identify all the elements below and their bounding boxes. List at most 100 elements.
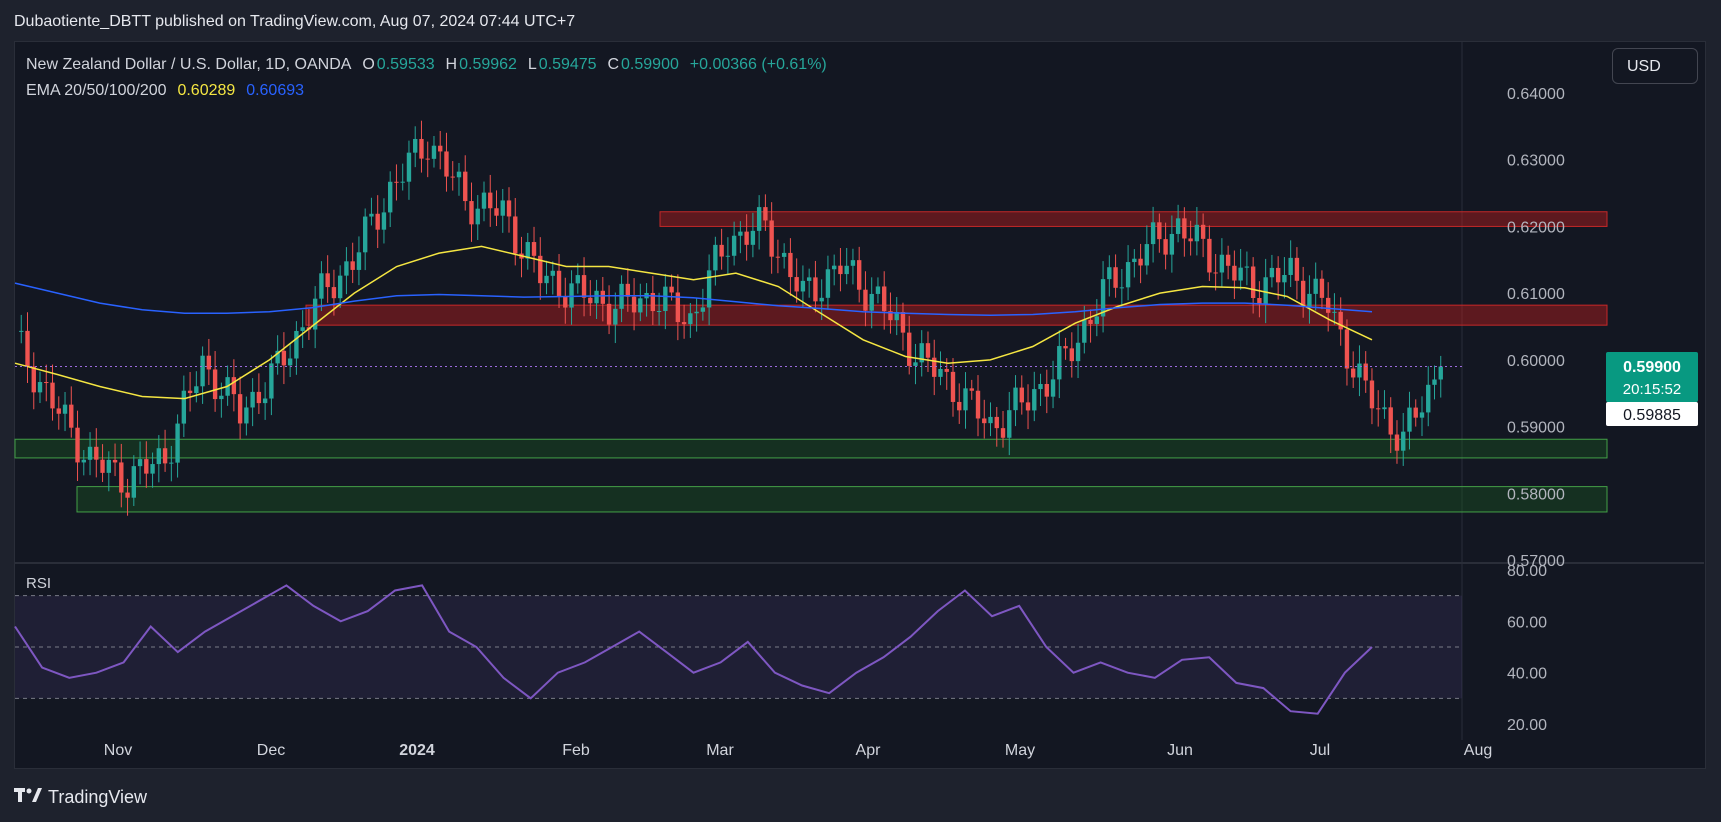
symbol-title[interactable]: New Zealand Dollar / U.S. Dollar, 1D, OA…: [26, 56, 352, 73]
candle-down: [794, 277, 799, 292]
candle-down: [94, 446, 99, 460]
candle-down: [1363, 363, 1368, 381]
currency-button[interactable]: USD: [1612, 48, 1698, 84]
candle-down: [788, 252, 793, 278]
candle-down: [982, 418, 987, 424]
candle-down: [969, 388, 974, 391]
pane-dividers: [15, 42, 1704, 740]
candle-down: [206, 355, 212, 370]
candle-up: [738, 231, 743, 236]
candle-up: [194, 386, 199, 394]
candle-down: [125, 492, 130, 498]
candle-down: [744, 231, 749, 245]
candle-up: [706, 270, 712, 308]
candle-down: [1275, 267, 1281, 283]
candle-up: [913, 362, 918, 366]
candle-up: [656, 311, 662, 313]
candle-up: [344, 261, 349, 276]
candle-up: [1244, 266, 1250, 268]
price-tick-label: 0.62000: [1507, 219, 1565, 236]
candle-down: [488, 192, 493, 209]
candle-up: [1038, 383, 1043, 390]
high-value: 0.59962: [459, 56, 517, 73]
candle-up: [800, 280, 806, 292]
candle-up: [287, 358, 293, 366]
prev-close-tag: [1606, 402, 1698, 426]
candle-up: [781, 252, 787, 257]
candle-up: [1313, 278, 1318, 294]
candle-up: [369, 213, 374, 217]
candle-down: [1257, 298, 1262, 305]
candle-up: [400, 181, 405, 183]
candle-up: [312, 298, 318, 330]
candle-up: [1013, 387, 1018, 411]
candle-down: [1213, 272, 1218, 274]
candle-up: [381, 212, 387, 230]
ema50-value: 0.60289: [177, 82, 236, 99]
time-tick-label: 2024: [399, 742, 435, 759]
candle-up: [356, 252, 362, 270]
candle-up: [1407, 407, 1412, 432]
candle-up: [1357, 363, 1362, 378]
candle-down: [975, 390, 981, 419]
candle-down: [231, 377, 237, 395]
candle-up: [200, 355, 205, 387]
chart-frame: [14, 41, 1706, 769]
candle-down: [1319, 278, 1325, 298]
candle-up: [1169, 233, 1175, 255]
candle-down: [681, 322, 687, 325]
legend-ema-row: EMA 20/50/100/200 0.60289 0.60693: [26, 78, 829, 104]
candle-up: [1094, 316, 1100, 324]
candle-down: [31, 366, 36, 393]
candle-up: [137, 459, 143, 467]
candle-up: [156, 448, 162, 465]
candle-down: [775, 256, 781, 258]
publisher-line: Dubaotiente_DBTT published on TradingVie…: [14, 13, 576, 30]
time-tick-label: Apr: [856, 742, 882, 759]
candle-down: [44, 382, 49, 384]
candle-down: [1182, 218, 1187, 239]
candle-down: [1000, 428, 1006, 438]
candle-down: [857, 260, 862, 290]
rsi-tick-label: 60.00: [1507, 614, 1547, 631]
candle-up: [1194, 224, 1200, 242]
candle-down: [75, 427, 80, 463]
candle-up: [1125, 262, 1131, 288]
candle-up: [181, 390, 187, 424]
candle-up: [87, 446, 93, 460]
brand-name[interactable]: TradingView: [48, 786, 148, 807]
candle-down: [50, 382, 55, 409]
price-tick-label: 0.57000: [1507, 553, 1565, 570]
candle-down: [932, 357, 937, 377]
time-tick-label: Mar: [706, 742, 734, 759]
candle-up: [1144, 244, 1150, 266]
last-price-tag: [1606, 352, 1698, 402]
candle-up: [81, 459, 86, 463]
candle-up: [1107, 267, 1112, 280]
candle-up: [1150, 222, 1156, 245]
candle-up: [938, 368, 943, 377]
time-tick-label: Aug: [1464, 742, 1492, 759]
rsi-tick-label: 40.00: [1507, 666, 1547, 683]
candle-down: [719, 244, 724, 257]
candle-down: [469, 201, 474, 225]
candle-down: [325, 273, 330, 288]
ema50-line: [14, 245, 1373, 400]
candle-down: [907, 332, 912, 366]
candle-up: [275, 350, 280, 364]
candle-up: [894, 312, 899, 321]
candle-down: [1188, 238, 1193, 242]
rsi-pane: RSI: [14, 575, 1462, 715]
candle-down: [187, 390, 193, 394]
countdown-value: 20:15:52: [1623, 381, 1681, 398]
candle-up: [831, 265, 837, 270]
support-zone-2: [14, 438, 1608, 459]
resistance-zone-0: [659, 211, 1608, 227]
candle-down: [888, 311, 893, 321]
candle-down: [925, 343, 931, 358]
ema-label[interactable]: EMA 20/50/100/200: [26, 82, 167, 99]
candle-up: [319, 273, 324, 299]
candle-up: [700, 307, 706, 312]
candle-up: [550, 270, 555, 276]
